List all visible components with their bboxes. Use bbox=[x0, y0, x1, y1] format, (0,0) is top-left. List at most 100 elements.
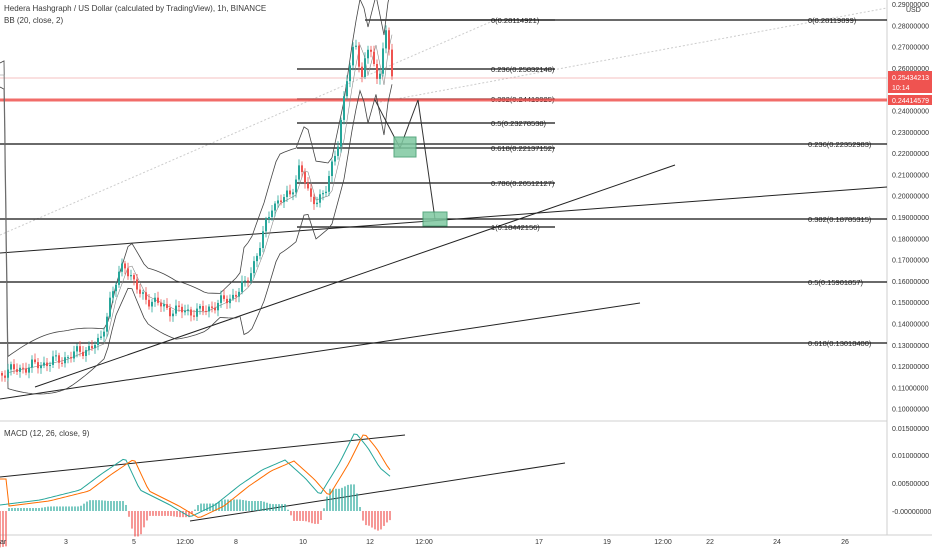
trendline[interactable] bbox=[0, 302, 641, 400]
currency-label: USD bbox=[906, 7, 921, 14]
macd-histogram-bar bbox=[302, 511, 304, 521]
candle-body bbox=[244, 280, 246, 282]
candle-body bbox=[205, 311, 207, 313]
price-axis[interactable]: 0.29000000 0.28000000 0.27000000 0.26000000… bbox=[892, 2, 929, 414]
candle-body bbox=[328, 176, 330, 192]
macd-histogram-bar bbox=[23, 508, 25, 511]
price-axis-tick: 0.19000000 bbox=[892, 215, 929, 222]
macd-histogram-bar bbox=[359, 507, 361, 511]
time-axis-tick: 5 bbox=[132, 539, 136, 546]
macd-histogram-bar bbox=[113, 501, 115, 511]
macd-histogram-bar bbox=[332, 488, 334, 511]
macd-histogram-bar bbox=[74, 506, 76, 511]
candle-body bbox=[19, 367, 21, 372]
price-axis-tick: 0.27000000 bbox=[892, 45, 929, 52]
macd-histogram-bar bbox=[50, 506, 52, 511]
macd-histogram-bar bbox=[251, 501, 253, 511]
candle-body bbox=[49, 364, 51, 367]
macd-histogram-bar bbox=[329, 488, 331, 511]
macd-histogram-bar bbox=[71, 506, 73, 511]
symbol-title: Hedera Hashgraph / US Dollar (calculated… bbox=[4, 4, 267, 13]
bb-indicator-label[interactable]: BB (20, close, 2) bbox=[4, 16, 64, 25]
time-axis[interactable]: ar 3 5 12:00 8 10 12 12:00 17 19 12:00 22 24 26 bbox=[0, 539, 849, 546]
macd-histogram-bar bbox=[353, 484, 355, 511]
target-box[interactable] bbox=[422, 211, 448, 227]
macd-histogram-bar bbox=[137, 511, 139, 537]
candle-body bbox=[235, 294, 237, 297]
macd-histogram-bar bbox=[365, 511, 367, 526]
candle-body bbox=[142, 292, 144, 294]
candle-body bbox=[367, 49, 369, 59]
macd-histogram-bar bbox=[122, 501, 124, 511]
candle-body bbox=[64, 357, 66, 364]
candle-body bbox=[214, 307, 216, 311]
macd-histogram-bar bbox=[86, 501, 88, 511]
macd-histogram-bar bbox=[134, 511, 136, 537]
candle-body bbox=[313, 196, 315, 205]
candle-body bbox=[217, 302, 219, 311]
macd-indicator-label[interactable]: MACD (12, 26, close, 9) bbox=[4, 429, 90, 438]
countdown-timer: 10:14 bbox=[892, 85, 910, 92]
price-axis-tick: 0.11000000 bbox=[892, 385, 929, 392]
candle-body bbox=[172, 313, 174, 317]
candle-body bbox=[364, 58, 366, 77]
candlestick-series[interactable] bbox=[1, 25, 393, 382]
macd-histogram-bar bbox=[167, 511, 169, 516]
macd-histogram-bar bbox=[380, 511, 382, 530]
target-box[interactable] bbox=[393, 136, 417, 158]
fib-retracement-lower[interactable]: 0(0.28119899) 0.236(0.22352983) 0.382(0.18… bbox=[0, 16, 887, 348]
fib-level-label: 1(0.18442156) bbox=[491, 223, 540, 232]
candle-body bbox=[190, 309, 192, 316]
macd-histogram-bar bbox=[269, 503, 271, 511]
candle-body bbox=[319, 194, 321, 203]
macd-histogram-bar bbox=[125, 504, 127, 511]
candle-body bbox=[55, 355, 57, 357]
price-axis-tick: 0.23000000 bbox=[892, 130, 929, 137]
macd-trendline[interactable] bbox=[0, 434, 406, 478]
candle-body bbox=[280, 200, 282, 203]
level-price-value: 0.24414579 bbox=[892, 98, 929, 105]
time-axis-tick: ar bbox=[0, 539, 7, 546]
fib-retracement-upper[interactable]: 0(0.28114921)0.236(0.25832148)0.382(0.24… bbox=[297, 16, 555, 232]
macd-axis-tick: -0.00000000 bbox=[892, 509, 931, 516]
candle-body bbox=[301, 165, 303, 173]
macd-histogram-bar bbox=[140, 511, 142, 535]
candle-body bbox=[91, 346, 93, 349]
candle-body bbox=[292, 192, 294, 195]
macd-axis-tick: 0.01500000 bbox=[892, 426, 929, 433]
candle-body bbox=[310, 188, 312, 197]
macd-histogram-bar bbox=[293, 511, 295, 521]
macd-histogram-bar bbox=[188, 511, 190, 518]
trendline[interactable] bbox=[34, 164, 676, 388]
candle-body bbox=[358, 45, 360, 67]
candle-body bbox=[385, 30, 387, 49]
price-axis-tick: 0.10000000 bbox=[892, 407, 929, 414]
macd-histogram-bar bbox=[110, 501, 112, 511]
macd-histogram-bar bbox=[389, 511, 391, 521]
macd-axis-tick: 0.01000000 bbox=[892, 453, 929, 460]
macd-histogram-bar bbox=[341, 487, 343, 511]
bb-upper-band bbox=[0, 0, 389, 358]
candle-body bbox=[136, 279, 138, 290]
macd-histogram-bar bbox=[89, 500, 91, 511]
candle-body bbox=[232, 294, 234, 299]
macd-axis[interactable]: 0.01500000 0.01000000 0.00500000 -0.0000000… bbox=[892, 426, 931, 516]
macd-histogram-bar bbox=[233, 499, 235, 511]
macd-histogram-bar bbox=[101, 500, 103, 511]
bb-basis bbox=[0, 34, 393, 373]
projection-path[interactable] bbox=[374, 99, 436, 220]
candle-body bbox=[79, 346, 81, 352]
fib-level-label: 0.382(0.18785315) bbox=[808, 215, 872, 224]
candle-body bbox=[238, 291, 240, 297]
macd-trendline[interactable] bbox=[189, 462, 566, 522]
candle-body bbox=[208, 306, 210, 312]
macd-histogram-bar bbox=[227, 499, 229, 511]
fib-level-label: 0.618(0.22137152) bbox=[491, 144, 555, 153]
candle-body bbox=[112, 291, 114, 298]
macd-histogram-bar bbox=[116, 501, 118, 511]
candle-body bbox=[211, 306, 213, 308]
macd-histogram-bar bbox=[20, 508, 22, 511]
candle-body bbox=[223, 295, 225, 299]
